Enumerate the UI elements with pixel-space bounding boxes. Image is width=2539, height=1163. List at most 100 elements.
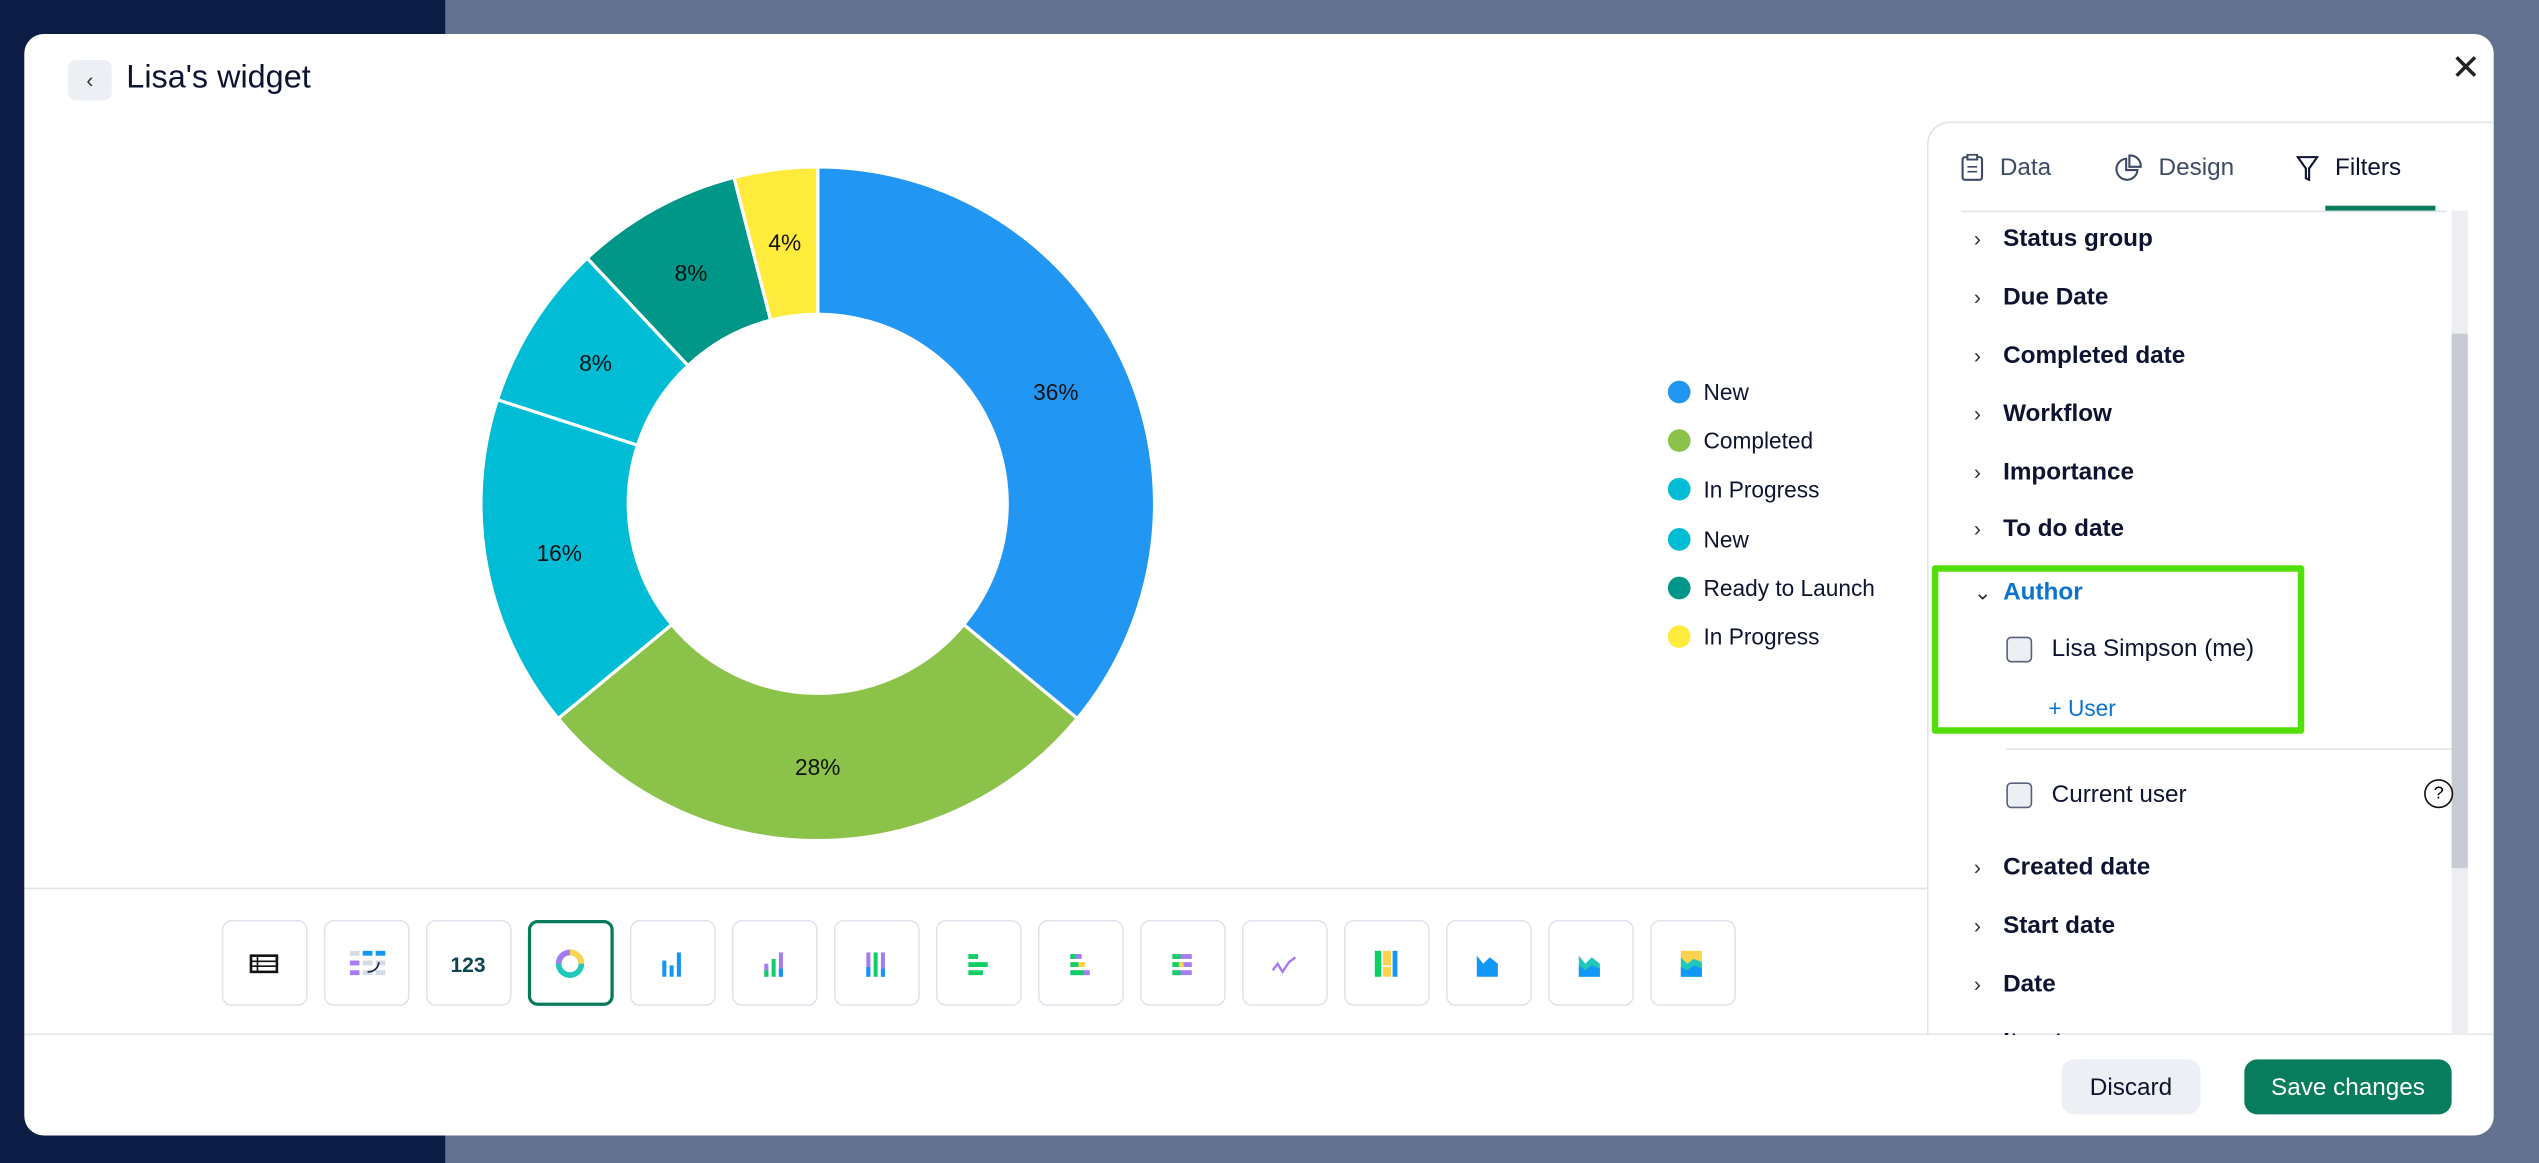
legend-item[interactable]: New <box>1667 514 1875 563</box>
help-icon[interactable]: ? <box>2424 779 2454 809</box>
divider <box>24 887 1927 890</box>
donut-slice-2[interactable] <box>479 397 675 721</box>
legend-item[interactable]: Ready to Launch <box>1667 563 1875 612</box>
legend-swatch <box>1667 527 1691 551</box>
filter-label: Due Date <box>2003 283 2109 312</box>
checkbox[interactable] <box>2006 635 2033 662</box>
clipboard-icon <box>1961 153 1984 181</box>
slice-data-label: 28% <box>795 754 840 780</box>
tab-design[interactable]: Design <box>2115 154 2234 181</box>
legend-item[interactable]: Completed <box>1667 417 1875 466</box>
filter-status-group[interactable]: › Status group <box>1974 225 2153 253</box>
divider <box>1926 1033 2494 1036</box>
svg-text:123: 123 <box>451 953 485 976</box>
annotation-highlight-box <box>1931 565 2305 734</box>
area-chart-icon <box>1475 954 1498 976</box>
filter-date[interactable]: › Date <box>1974 970 2056 998</box>
treemap-chart-icon <box>1373 950 1397 976</box>
legend-label: In Progress <box>1703 476 1820 503</box>
tab-data[interactable]: Data <box>1961 153 2052 182</box>
widget-editor-modal: ‹ Lisa's widget 36% 28% 16% 8% 8% 4% New Compl… <box>24 34 2494 1136</box>
divider <box>24 1033 1927 1036</box>
filter-label: Workflow <box>2003 400 2112 428</box>
chart-type-horizontal-bar-button[interactable] <box>935 920 1022 1006</box>
chevron-right-icon: › <box>1973 460 1981 485</box>
horizontal-bar-chart-icon <box>967 953 987 975</box>
chart-type-pivot-button[interactable] <box>323 920 410 1006</box>
chevron-right-icon: › <box>1973 285 1981 310</box>
scrollbar-thumb[interactable] <box>2451 333 2468 869</box>
filter-author[interactable]: ⌄ Author <box>1974 578 2083 606</box>
legend-label: New <box>1703 525 1749 552</box>
stacked-100-area-chart-icon <box>1680 950 1702 976</box>
active-tab-indicator <box>2325 205 2436 211</box>
stacked-bar-chart-icon <box>763 951 783 976</box>
chart-type-stacked-area-button[interactable] <box>1548 920 1634 1006</box>
legend-swatch <box>1667 429 1691 453</box>
chart-type-stacked-bar-button[interactable] <box>731 920 818 1006</box>
filter-workflow[interactable]: › Workflow <box>1974 400 2112 428</box>
back-button[interactable]: ‹ <box>68 59 112 101</box>
chart-type-area-button[interactable] <box>1446 920 1532 1006</box>
legend-label: Ready to Launch <box>1703 574 1875 601</box>
chart-type-table-button[interactable] <box>221 920 308 1006</box>
user-checkbox-lisa-simpson[interactable]: Lisa Simpson (me) <box>2006 635 2254 662</box>
tab-filters[interactable]: Filters <box>2296 153 2402 182</box>
chart-type-horizontal-stacked-bar-button[interactable] <box>1037 920 1124 1006</box>
tab-label: Filters <box>2335 153 2402 182</box>
legend-swatch <box>1667 625 1691 648</box>
filter-label: Completed date <box>2003 341 2186 370</box>
chart-type-horizontal-100-bar-button[interactable] <box>1139 920 1226 1006</box>
donut-slice-0[interactable] <box>816 165 1157 721</box>
legend-item[interactable]: In Progress <box>1667 465 1875 514</box>
chart-type-treemap-button[interactable] <box>1344 920 1430 1006</box>
save-changes-button[interactable]: Save changes <box>2244 1059 2452 1115</box>
donut-slice-1[interactable] <box>555 622 1080 843</box>
filter-label: Start date <box>2003 911 2116 940</box>
filter-label: Iterat <box>2003 1029 2062 1035</box>
filter-completed-date[interactable]: › Completed date <box>1974 342 2185 370</box>
chart-legend: New Completed In Progress New Ready to Launc… <box>1667 368 1875 661</box>
legend-label: In Progress <box>1703 623 1820 650</box>
add-user-button[interactable]: + User <box>2048 694 2116 721</box>
tab-label: Data <box>1999 153 2052 182</box>
chevron-right-icon: › <box>1973 516 1981 542</box>
number-chart-icon: 123 <box>451 953 485 976</box>
pivot-chart-icon <box>348 950 385 975</box>
chart-type-stacked-100-bar-button[interactable] <box>833 920 920 1006</box>
stacked-area-chart-icon <box>1578 954 1600 976</box>
filter-iterat[interactable]: ›Iterat <box>1974 1029 2063 1035</box>
horizontal-100-bar-chart-icon <box>1171 953 1191 975</box>
chart-type-line-button[interactable] <box>1242 920 1328 1006</box>
chart-type-bar-button[interactable] <box>629 920 716 1006</box>
legend-item[interactable]: In Progress <box>1667 612 1875 661</box>
table-chart-icon <box>248 953 278 973</box>
current-user-checkbox[interactable]: Current user <box>2006 781 2187 808</box>
filter-created-date[interactable]: › Created date <box>1974 854 2150 882</box>
discard-button[interactable]: Discard <box>2061 1059 2201 1115</box>
chevron-left-icon: ‹ <box>86 68 94 93</box>
filter-importance[interactable]: › Importance <box>1974 458 2134 486</box>
modal-title: Lisa's widget <box>126 59 311 96</box>
chart-type-number-button[interactable]: 123 <box>425 920 512 1006</box>
checkbox[interactable] <box>2006 781 2033 808</box>
filter-to-do-date[interactable]: › To do date <box>1974 515 2124 543</box>
legend-item[interactable]: New <box>1667 368 1875 417</box>
donut-chart-icon <box>555 948 584 978</box>
donut-slice-5[interactable] <box>732 165 820 323</box>
legend-label: New <box>1703 379 1749 406</box>
close-icon[interactable]: ✕ <box>2450 46 2481 88</box>
panel-scrollbar[interactable] <box>2451 210 2468 1036</box>
divider <box>2006 748 2452 750</box>
slice-data-label: 8% <box>579 350 612 376</box>
bar-chart-icon <box>661 951 681 976</box>
horizontal-stacked-bar-chart-icon <box>1069 953 1089 975</box>
filter-due-date[interactable]: › Due Date <box>1974 283 2108 311</box>
slice-data-label: 8% <box>675 260 708 286</box>
chart-type-stacked-100-area-button[interactable] <box>1650 920 1736 1006</box>
line-chart-icon <box>1270 955 1296 974</box>
chart-type-donut-button[interactable] <box>527 920 614 1006</box>
filter-icon <box>2296 155 2319 181</box>
filter-label: To do date <box>2003 515 2125 543</box>
filter-start-date[interactable]: › Start date <box>1974 912 2115 940</box>
